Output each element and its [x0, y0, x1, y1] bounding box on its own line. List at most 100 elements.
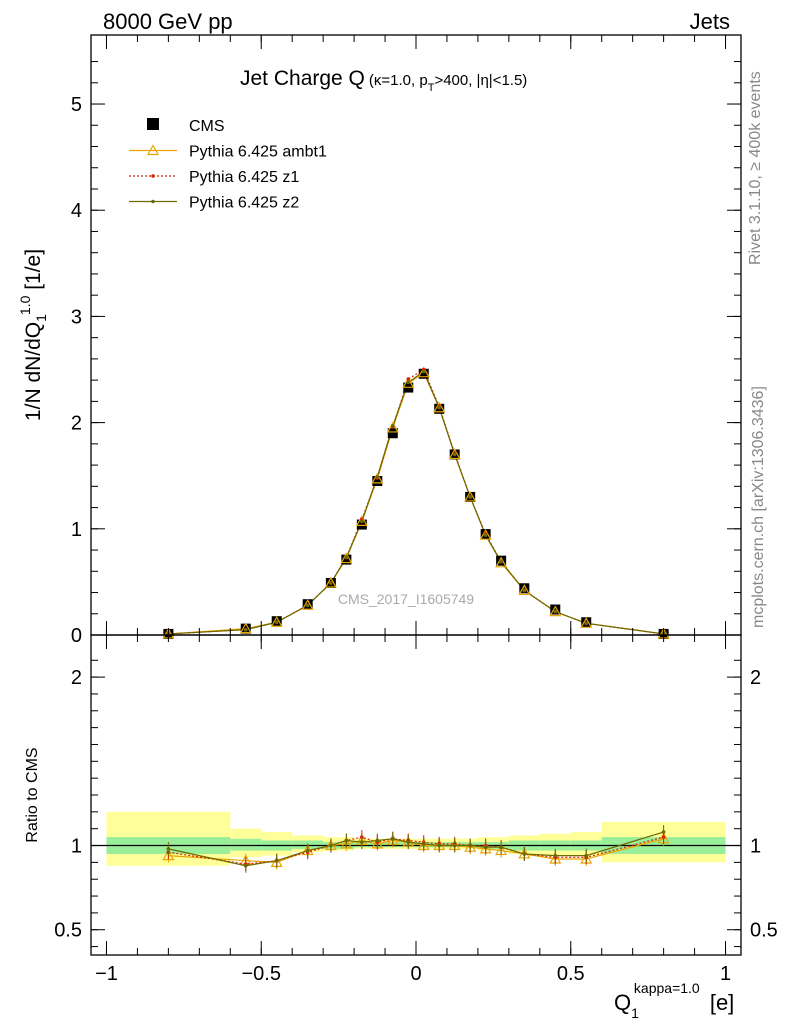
ratio-line-pythia-6-425-z1	[168, 836, 664, 865]
ambt1-point	[448, 448, 461, 460]
ratio-ambt1-point	[495, 844, 508, 856]
ambt1-point	[549, 605, 562, 617]
analysis-watermark: CMS_2017_I1605749	[338, 591, 474, 607]
ambt1-point	[518, 584, 531, 595]
x-axis-label: Q1kappa=1.0 [e]	[614, 980, 734, 1021]
ratio-z2-point	[483, 845, 488, 850]
ratio-z2-point	[406, 840, 411, 844]
z2-point	[305, 603, 310, 608]
ratio-z2-point	[166, 847, 171, 851]
legend-marker-cms	[147, 118, 159, 130]
legend-item: CMS	[147, 118, 225, 135]
y-tick-label: 3	[71, 306, 82, 328]
cms-data-point	[418, 368, 429, 379]
y-tick-label-right: 1	[750, 836, 761, 858]
ratio-z2-point	[437, 843, 442, 848]
ratio-z2-point	[452, 843, 457, 848]
y-tick-label: 4	[71, 200, 82, 222]
z2-point	[452, 452, 457, 457]
ratio-frame: −1 −0.5 0 0.5 1 0.5 0.5 1 1 2 2	[54, 634, 778, 985]
z2-point	[522, 588, 527, 593]
legend-label: Pythia 6.425 ambt1	[189, 144, 327, 161]
ratio-z2-point	[522, 852, 527, 856]
ambt1-point	[270, 616, 283, 627]
legend-label: Pythia 6.425 z2	[189, 195, 299, 212]
ambt1-point	[495, 556, 508, 568]
ambt1-point	[479, 528, 492, 540]
legend-label: Pythia 6.425 z1	[189, 169, 299, 186]
legend-item: Pythia 6.425 ambt1	[129, 144, 327, 161]
y-tick-label: 5	[71, 94, 82, 116]
legend-item: Pythia 6.425 z1	[129, 169, 299, 186]
z2-point	[499, 559, 503, 564]
cms-data-point	[356, 519, 367, 530]
cms-data-point	[341, 554, 352, 565]
ambt1-point	[386, 421, 399, 433]
ratio-z2-point	[274, 858, 279, 863]
ambt1-point	[324, 576, 337, 588]
y-tick-label: 1	[71, 836, 82, 858]
z2-point	[584, 621, 589, 626]
cms-data-point	[519, 583, 530, 594]
y-tick-label: 2	[71, 413, 82, 435]
ratio-z2-point	[243, 863, 248, 868]
z2-point	[553, 609, 558, 614]
ratio-line-pythia-6-425-z2	[168, 831, 664, 867]
ambt1-point	[580, 617, 593, 628]
z2-point	[437, 405, 442, 410]
rivet-version-label: Rivet 3.1.10, ≥ 400k events	[747, 71, 764, 265]
ratio-z2-point	[499, 845, 503, 850]
mcplots-url-label: mcplots.cern.ch [arXiv:1306.3436]	[750, 386, 767, 628]
ratio-ambt1-point	[162, 849, 175, 861]
z2-point	[390, 423, 395, 428]
ratio-z2-point	[329, 843, 333, 848]
x-tick-label: −0.5	[241, 963, 280, 985]
z2-point	[329, 581, 333, 585]
x-tick-label: −1	[95, 963, 118, 985]
legend-marker	[151, 174, 155, 178]
x-tick-label: 1	[720, 963, 731, 985]
ambt1-point	[417, 366, 430, 378]
legend-item: Pythia 6.425 z2	[129, 195, 299, 212]
y-tick-label-right: 2	[750, 667, 761, 689]
ratio-series-layer	[162, 825, 670, 873]
y-tick-label-right: 0.5	[750, 920, 778, 942]
y-axis-label-main: 1/N dN/dQ11.0 [1/e]	[17, 249, 49, 421]
chart-title: Jet Charge Q (κ=1.0, pT>400, |η|<1.5)	[240, 67, 527, 94]
legend-marker	[151, 199, 155, 204]
ambt1-point	[402, 377, 415, 388]
y-axis-label-ratio: Ratio to CMS	[24, 747, 41, 842]
ratio-z2-point	[468, 843, 472, 848]
x-tick-label: 0.5	[557, 963, 585, 985]
cms-data-point	[372, 476, 383, 487]
ratio-z2-point	[553, 853, 558, 858]
ratio-z2-point	[344, 838, 349, 843]
legend-label: CMS	[189, 118, 225, 135]
ambt1-point	[433, 401, 446, 413]
ratio-z2-point	[305, 848, 310, 853]
z2-point	[483, 533, 488, 537]
ratio-z2-point	[661, 830, 666, 834]
cms-data-point	[550, 604, 561, 615]
ratio-z2-point	[360, 840, 364, 844]
ratio-z2-point	[584, 853, 589, 858]
ambt1-point	[239, 622, 252, 634]
y-tick-label: 0	[71, 625, 82, 647]
x-tick-label: 0	[410, 963, 421, 985]
ambt1-point	[464, 490, 477, 502]
y-tick-label: 1	[71, 519, 82, 541]
uncertainty-band-green	[354, 842, 478, 848]
ambt1-point	[340, 552, 353, 564]
z1-point	[406, 377, 411, 381]
ambt1-point	[355, 515, 368, 526]
z2-point	[375, 474, 380, 479]
z2-point	[360, 519, 364, 524]
cms-data-point	[387, 428, 398, 439]
z2-point	[344, 555, 349, 560]
ratio-z2-point	[390, 836, 395, 841]
z2-point	[406, 380, 411, 385]
ratio-z2-point	[375, 838, 380, 843]
ratio-ambt1-point	[340, 837, 353, 849]
ratio-z2-point	[421, 842, 426, 846]
